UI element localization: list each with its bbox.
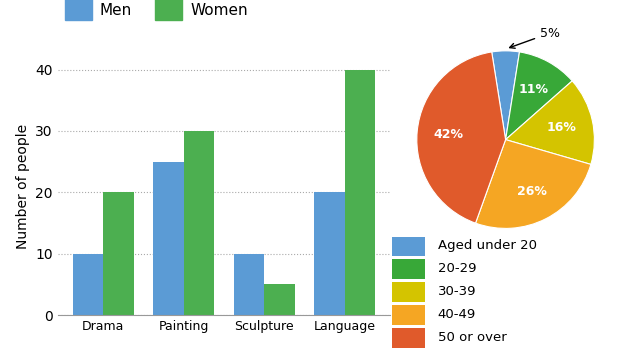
Text: 11%: 11%: [518, 83, 548, 96]
Bar: [234, 254, 264, 315]
Text: 5%: 5%: [509, 26, 560, 48]
Text: 16%: 16%: [547, 121, 577, 134]
FancyBboxPatch shape: [392, 282, 425, 302]
Wedge shape: [492, 51, 520, 140]
Bar: [73, 254, 103, 315]
Text: 30-39: 30-39: [438, 285, 476, 298]
FancyBboxPatch shape: [392, 305, 425, 325]
Bar: [314, 192, 345, 315]
Text: 42%: 42%: [433, 128, 463, 141]
Wedge shape: [506, 81, 595, 164]
Text: 40-49: 40-49: [438, 308, 476, 321]
Text: 50 or over: 50 or over: [438, 331, 506, 344]
Y-axis label: Number of people: Number of people: [15, 124, 29, 249]
FancyBboxPatch shape: [392, 260, 425, 279]
FancyBboxPatch shape: [392, 237, 425, 256]
Bar: [345, 69, 375, 315]
Bar: [153, 161, 184, 315]
Text: 20-29: 20-29: [438, 262, 476, 275]
FancyBboxPatch shape: [392, 328, 425, 348]
Legend: Men, Women: Men, Women: [59, 0, 254, 26]
Wedge shape: [476, 140, 591, 228]
Text: 26%: 26%: [517, 184, 547, 198]
Bar: [184, 131, 214, 315]
Bar: [103, 192, 134, 315]
Wedge shape: [417, 52, 506, 223]
Bar: [264, 284, 295, 315]
Wedge shape: [506, 52, 572, 140]
Text: Aged under 20: Aged under 20: [438, 239, 537, 252]
